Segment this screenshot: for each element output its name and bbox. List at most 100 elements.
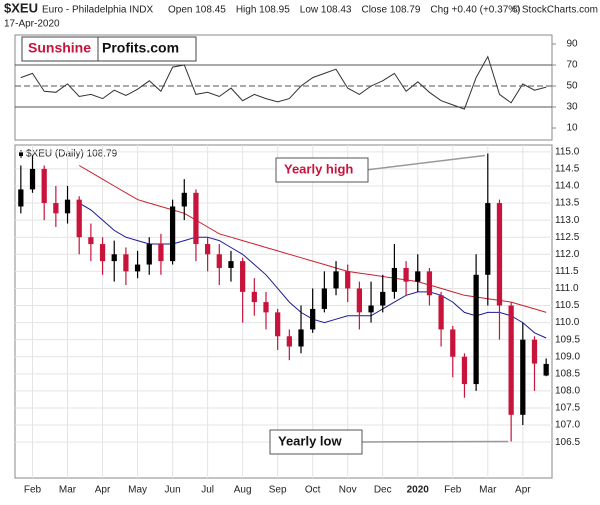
candle-body xyxy=(228,261,234,268)
y-tick-label: 113.5 xyxy=(555,198,580,209)
y-tick-label: 109.5 xyxy=(555,334,580,345)
x-tick-label: Feb xyxy=(24,485,42,496)
y-tick-label: 110.0 xyxy=(555,317,580,328)
candle-body xyxy=(123,254,129,272)
y-tick-label: 106.5 xyxy=(555,437,580,448)
candle-body xyxy=(64,199,71,214)
x-tick-label: Aug xyxy=(234,485,252,496)
copyright: © StockCharts.com xyxy=(512,5,598,16)
symbol: $XEU xyxy=(4,0,38,15)
candle-body xyxy=(76,199,82,238)
candle-body xyxy=(158,244,164,262)
y-tick-label: 70 xyxy=(566,60,578,71)
x-tick-label: 2020 xyxy=(407,485,430,496)
candle-body xyxy=(181,192,187,207)
y-tick-label: 10 xyxy=(566,123,578,134)
x-tick-label: Jun xyxy=(165,485,181,496)
candle-body xyxy=(240,261,246,292)
logo-box xyxy=(21,36,197,62)
annotation-leader xyxy=(359,440,509,443)
y-tick-label: 111.0 xyxy=(555,283,579,294)
price-legend: $XEU (Daily) 108.79 xyxy=(26,149,118,160)
candle-body xyxy=(263,302,269,313)
x-tick-label: Apr xyxy=(515,485,531,496)
y-tick-label: 108.5 xyxy=(555,368,580,379)
quote-item: Chg +0.40 (+0.37%) xyxy=(430,5,520,16)
candle-body xyxy=(321,288,327,309)
y-tick-label: 114.5 xyxy=(555,164,580,175)
y-tick-label: 109.0 xyxy=(555,351,580,362)
y-tick-label: 107.0 xyxy=(555,420,580,431)
candle-body xyxy=(298,329,304,347)
legend-icon xyxy=(19,152,23,156)
y-tick-label: 30 xyxy=(566,102,578,113)
candle-body xyxy=(99,244,106,262)
candle-body xyxy=(426,271,433,296)
candle-body xyxy=(356,288,363,313)
candle-body xyxy=(368,305,374,313)
candle-body xyxy=(438,295,444,330)
candle-body xyxy=(216,254,222,268)
candle-body xyxy=(508,305,514,415)
y-tick-label: 114.0 xyxy=(555,181,580,192)
candle-body xyxy=(485,203,491,275)
y-tick-label: 107.5 xyxy=(555,403,580,414)
candle-body xyxy=(146,244,152,265)
y-tick-label: 112.0 xyxy=(555,249,580,260)
x-tick-label: Jul xyxy=(201,485,214,496)
x-tick-label: Oct xyxy=(305,485,321,496)
quote-item: Low 108.43 xyxy=(300,5,352,16)
date: 17-Apr-2020 xyxy=(4,19,60,30)
candle-body xyxy=(169,206,176,262)
candle-body xyxy=(111,254,117,262)
annotation-leader xyxy=(365,154,485,171)
rsi-panel xyxy=(14,34,553,141)
x-tick-label: Feb xyxy=(444,485,462,496)
x-tick-label: Mar xyxy=(59,485,77,496)
candle-body xyxy=(473,274,479,385)
logo-profits: Profits.com xyxy=(102,40,179,56)
candle-body xyxy=(286,336,292,347)
quote-item: Open 108.45 xyxy=(168,5,226,16)
candle-body xyxy=(380,291,386,306)
candle-body xyxy=(310,308,316,330)
price-panel xyxy=(14,144,553,479)
annotation: Yearly high xyxy=(284,161,353,176)
rsi-line xyxy=(20,55,547,110)
candle-body xyxy=(415,271,421,282)
candle-body xyxy=(275,312,281,337)
y-tick-label: 111.5 xyxy=(555,266,579,277)
x-tick-label: Dec xyxy=(374,485,392,496)
candle-body xyxy=(391,267,398,292)
candle-body xyxy=(543,363,549,376)
candle-body xyxy=(134,264,141,272)
y-tick-label: 50 xyxy=(566,81,578,92)
y-tick-label: 112.5 xyxy=(555,232,580,243)
candle-body xyxy=(531,339,538,364)
annotation-box xyxy=(275,157,369,183)
x-tick-label: Sep xyxy=(269,485,287,496)
candle-body xyxy=(450,329,456,357)
index-name: Euro - Philadelphia INDX xyxy=(42,5,153,16)
candle-body xyxy=(53,203,59,214)
x-tick-label: May xyxy=(128,485,147,496)
quote-item: Close 108.79 xyxy=(361,5,420,16)
annotation: Yearly low xyxy=(278,433,342,448)
y-tick-label: 108.0 xyxy=(555,386,580,397)
y-tick-label: 90 xyxy=(566,39,578,50)
x-tick-label: Nov xyxy=(339,485,357,496)
candle-body xyxy=(345,271,351,289)
quote-item: High 108.95 xyxy=(236,5,290,16)
moving-average xyxy=(78,165,547,313)
candle-body xyxy=(41,168,47,204)
x-tick-label: Mar xyxy=(479,485,497,496)
candle-body xyxy=(88,237,94,245)
candle-body xyxy=(251,291,257,303)
y-tick-label: 110.5 xyxy=(555,300,580,311)
candle-body xyxy=(333,271,339,289)
candle-body xyxy=(496,203,503,306)
candle-body xyxy=(193,192,199,245)
candle-body xyxy=(461,356,468,385)
logo-sunshine: Sunshine xyxy=(28,40,91,56)
